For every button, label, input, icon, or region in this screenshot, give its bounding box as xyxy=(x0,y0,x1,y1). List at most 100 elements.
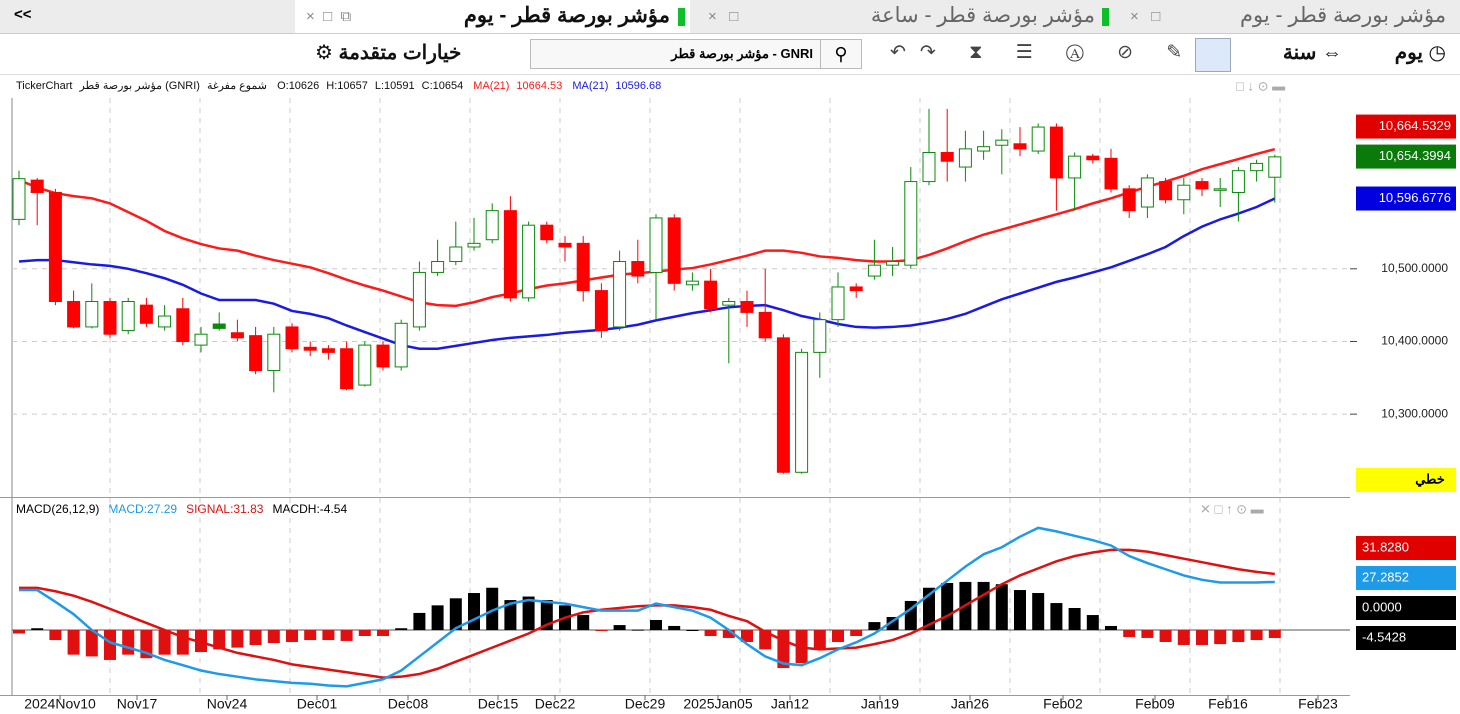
candle-body xyxy=(321,348,335,353)
hist-bar xyxy=(340,630,353,641)
candle-body xyxy=(576,242,590,292)
candle-body xyxy=(1104,157,1118,190)
candle-body xyxy=(30,179,44,193)
candle-body xyxy=(158,315,172,328)
x-tick-label: Dec01 xyxy=(297,696,338,712)
range-button[interactable]: ⇔ سنة xyxy=(1282,42,1342,64)
candle-body xyxy=(267,333,281,372)
candle-body xyxy=(922,152,936,183)
candle-body xyxy=(1013,143,1027,150)
ma-line xyxy=(18,197,1276,350)
search-icon[interactable]: ⚲ xyxy=(820,40,861,68)
hist-bar xyxy=(722,630,735,638)
hist-bar xyxy=(1232,630,1245,642)
tab[interactable]: مؤشر بورصة قطر - يوم xyxy=(463,4,670,27)
x-tick-label: Jan19 xyxy=(861,696,899,712)
range: سنة xyxy=(1282,42,1317,64)
candle-body xyxy=(249,335,263,372)
y-tick-label: 10,300.0000 xyxy=(1381,406,1448,420)
period-button[interactable]: ◷ يوم xyxy=(1394,42,1446,64)
candle-body xyxy=(776,337,790,473)
hist-bar xyxy=(504,600,517,631)
candle-body xyxy=(631,261,645,277)
hist-bar xyxy=(104,630,116,660)
x-tick-label: Jan26 xyxy=(951,696,989,712)
value-box-label: 10,596.6776 xyxy=(1379,190,1451,205)
hist-bar xyxy=(631,629,644,631)
hist-bar xyxy=(1086,615,1099,631)
hist-bar xyxy=(449,598,462,631)
candle-body xyxy=(613,261,627,328)
candle-body xyxy=(1268,156,1282,178)
hist-bar xyxy=(85,630,98,657)
hist-bar xyxy=(795,630,808,664)
draw-tool[interactable] xyxy=(1195,38,1231,72)
hist-bar xyxy=(959,581,972,631)
advanced-button[interactable]: خيارات متقدمة ⚙ xyxy=(315,42,462,64)
hist-bar xyxy=(1214,630,1227,645)
hist-bar xyxy=(1196,630,1208,645)
candle-body xyxy=(1068,155,1082,179)
tab-marker xyxy=(678,8,685,26)
candle-body xyxy=(849,286,863,292)
x-tick-label: 2025Jan05 xyxy=(683,696,753,712)
candle-body xyxy=(358,344,372,386)
tab-marker xyxy=(1102,8,1109,26)
candle-body xyxy=(449,246,463,263)
legend-style: شموع مفرغة xyxy=(206,80,268,92)
hist-bar xyxy=(1250,630,1263,641)
macd-title: MACD(26,12,9) xyxy=(16,502,100,516)
hist-bar xyxy=(1068,607,1081,631)
candle-body xyxy=(940,152,954,162)
hist-bar xyxy=(650,619,662,631)
x-tick-label: Dec15 xyxy=(478,696,519,712)
hist-bar xyxy=(704,630,717,636)
candle-body xyxy=(467,242,481,248)
candle-body xyxy=(1140,177,1154,208)
period: يوم xyxy=(1394,42,1423,64)
legend-ma-value: 10664.53 xyxy=(516,80,563,92)
hist-bar xyxy=(868,622,881,631)
active-tab-bg xyxy=(295,0,690,33)
hist-bar xyxy=(231,630,244,648)
candle-body xyxy=(1159,181,1173,201)
panel-icons: □ ↓ ⊙ ▬ xyxy=(1236,78,1285,93)
hist-bar xyxy=(486,587,499,631)
macd-legend: MACD(26,12,9) MACD:27.29 SIGNAL:31.83 MACDH… xyxy=(16,502,356,516)
legend-high: H:10657 xyxy=(326,80,368,92)
candle-body xyxy=(722,300,736,306)
hist-bar xyxy=(213,630,226,650)
candle-body xyxy=(958,148,972,168)
legend-ma-value: 10596.68 xyxy=(615,80,662,92)
hist-bar xyxy=(1268,630,1281,639)
legend-source: TickerChart xyxy=(16,80,73,92)
x-tick-label: Feb16 xyxy=(1208,696,1248,712)
x-tick-label: Jan12 xyxy=(771,696,809,712)
candle-body xyxy=(340,348,354,390)
style-label: خطي xyxy=(1415,471,1445,487)
search-box[interactable]: GNRI - مؤشر بورصة قطر ⚲ xyxy=(530,39,862,69)
hist-bar xyxy=(195,630,207,653)
candle-body xyxy=(85,300,99,328)
hist-bar xyxy=(741,630,753,642)
legend-ma: MA(21) xyxy=(572,80,609,92)
tab[interactable]: مؤشر بورصة قطر - يوم xyxy=(1240,3,1446,28)
y-tick-label: 10,500.0000 xyxy=(1381,261,1448,275)
hist-bar xyxy=(540,600,553,631)
x-tick-label: Dec22 xyxy=(535,696,576,712)
collapse-button[interactable]: << xyxy=(14,6,32,23)
candle-body xyxy=(485,210,499,241)
tab[interactable]: مؤشر بورصة قطر - ساعة xyxy=(870,4,1095,27)
candle-body xyxy=(285,326,299,350)
candle-body xyxy=(1213,188,1227,191)
y-tick-label: 0.0000 xyxy=(1362,599,1402,614)
candle-body xyxy=(67,300,81,328)
tab-icons: × □ ⧉ xyxy=(306,8,352,25)
hist-bar xyxy=(13,630,25,634)
candle-body xyxy=(995,139,1009,146)
value-box xyxy=(1356,144,1456,169)
legend-ma: MA(21) xyxy=(473,80,510,92)
hist-bar xyxy=(522,596,535,631)
hist-bar xyxy=(140,630,153,659)
